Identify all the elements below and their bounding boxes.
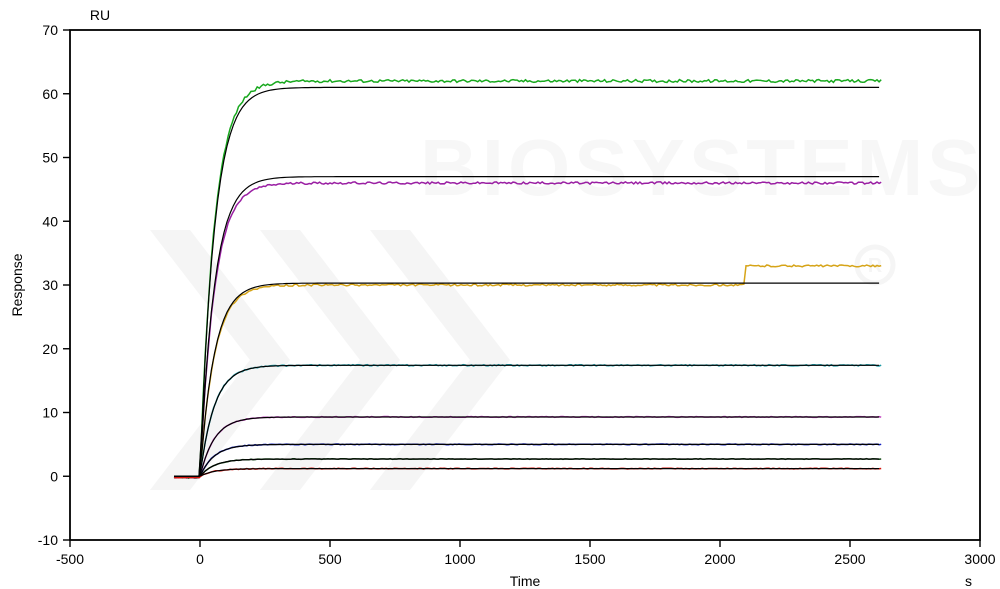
x-tick-label: 2500 xyxy=(834,551,865,567)
y-axis-label: Response xyxy=(9,253,25,316)
y-tick-label: 0 xyxy=(50,468,58,484)
y-unit-label: RU xyxy=(90,7,110,23)
y-tick-label: 20 xyxy=(42,341,58,357)
y-tick-label: 50 xyxy=(42,150,58,166)
y-tick-label: 10 xyxy=(42,405,58,421)
y-tick-label: 30 xyxy=(42,277,58,293)
x-tick-label: 2000 xyxy=(704,551,735,567)
x-unit-label: s xyxy=(965,573,972,589)
y-tick-label: 40 xyxy=(42,213,58,229)
x-tick-label: 1000 xyxy=(444,551,475,567)
y-tick-label: 70 xyxy=(42,22,58,38)
x-tick-label: -500 xyxy=(56,551,84,567)
x-tick-label: 1500 xyxy=(574,551,605,567)
y-tick-label: -10 xyxy=(38,532,58,548)
x-axis-label: Time xyxy=(510,573,541,589)
x-tick-label: 500 xyxy=(318,551,342,567)
watermark-text: BIOSYSTEMS xyxy=(420,123,985,212)
x-tick-label: 0 xyxy=(196,551,204,567)
y-tick-label: 60 xyxy=(42,86,58,102)
sensorgram-chart: RBIOSYSTEMS-500050010001500200025003000-… xyxy=(0,0,1000,589)
x-tick-label: 3000 xyxy=(964,551,995,567)
